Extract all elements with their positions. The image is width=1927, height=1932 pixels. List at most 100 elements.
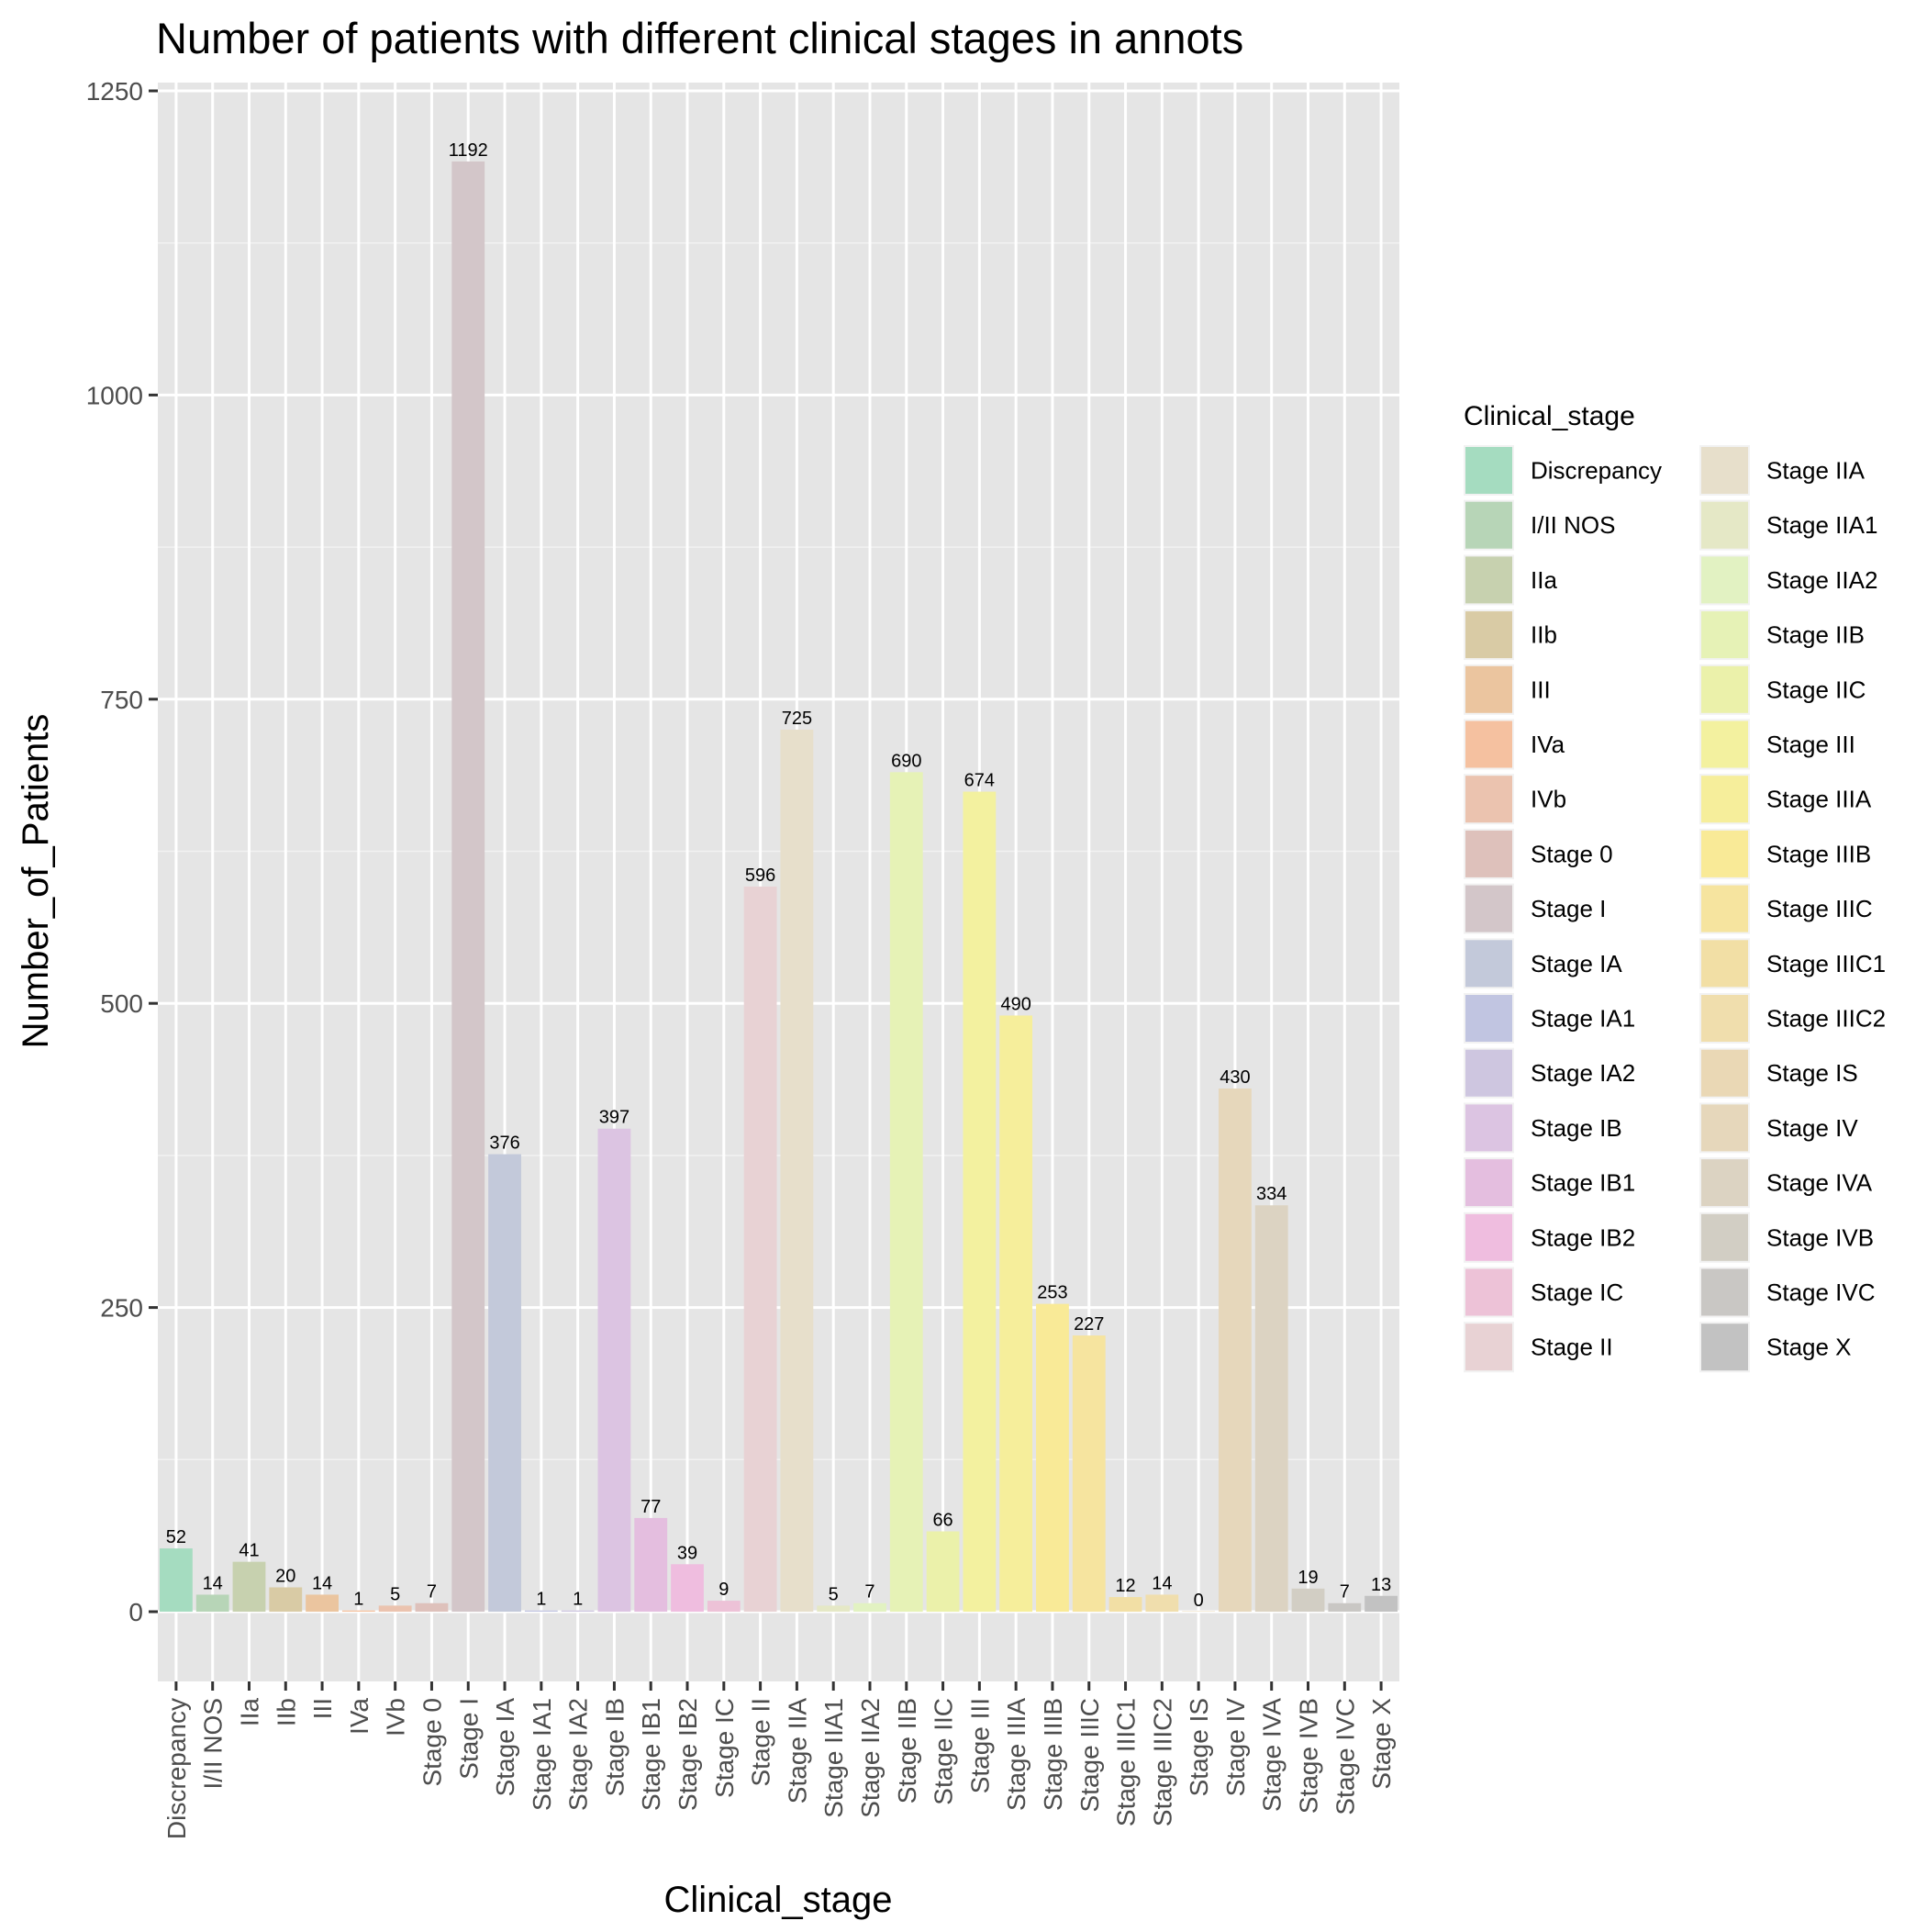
x-tick-label: Stage IIA1 [819, 1698, 848, 1818]
data-label: 334 [1256, 1184, 1287, 1204]
legend-label: Stage IIA2 [1766, 566, 1877, 594]
legend-label: IVa [1531, 731, 1565, 758]
bars [159, 161, 1398, 1613]
data-label: 41 [239, 1541, 259, 1561]
legend-swatch [1465, 665, 1512, 713]
legend-label: Stage IB2 [1531, 1223, 1635, 1251]
legend-swatch [1465, 885, 1512, 932]
y-tick-label: 750 [100, 686, 143, 714]
legend-label: Stage IA [1531, 950, 1622, 977]
legend-swatch [1701, 1323, 1748, 1371]
legend-label: Stage IIA1 [1766, 511, 1877, 539]
legend-label: Stage IB [1531, 1114, 1622, 1142]
data-label: 66 [932, 1511, 952, 1531]
x-tick-label: IVb [382, 1698, 410, 1737]
legend-swatch [1465, 447, 1512, 494]
x-tick-label: Stage IIB [893, 1698, 921, 1804]
x-tick-label: Stage IB1 [637, 1698, 665, 1811]
x-tick-label: Stage IIIC2 [1148, 1698, 1176, 1826]
bar [1219, 1088, 1252, 1612]
legend-swatch [1701, 501, 1748, 549]
data-label: 725 [782, 709, 812, 729]
x-tick-label: IIa [235, 1698, 263, 1727]
x-tick-label: Stage I [454, 1698, 483, 1780]
legend-swatch [1701, 556, 1748, 604]
x-tick-label: Stage IIIC [1075, 1698, 1104, 1813]
x-tick-label: Stage IC [710, 1698, 739, 1798]
legend-label: Stage IA2 [1531, 1059, 1635, 1087]
x-tick-label: Discrepancy [162, 1698, 191, 1839]
legend-swatch [1465, 1213, 1512, 1261]
data-label: 253 [1037, 1283, 1067, 1303]
x-tick-label: Stage IIA [783, 1698, 811, 1804]
legend-label: Stage IA1 [1531, 1005, 1635, 1033]
legend-label: Stage IIIC1 [1766, 950, 1886, 977]
x-tick-label: Stage IIA2 [856, 1698, 885, 1818]
bar [232, 1561, 266, 1612]
bar [1182, 1611, 1216, 1612]
bar [817, 1605, 851, 1612]
bar [1254, 1205, 1288, 1612]
legend-swatch [1701, 665, 1748, 713]
data-label: 12 [1115, 1576, 1135, 1596]
bar [269, 1587, 303, 1612]
x-tick-label: Stage X [1367, 1698, 1396, 1790]
legend-swatch [1701, 1049, 1748, 1097]
legend-label: Stage III [1766, 731, 1855, 758]
legend-label: IIb [1531, 621, 1557, 649]
legend-swatch [1701, 1159, 1748, 1207]
legend-swatch [1465, 1049, 1512, 1097]
x-tick-label: Stage III [965, 1698, 994, 1793]
data-label: 52 [166, 1527, 186, 1547]
x-tick-label: III [308, 1698, 337, 1719]
legend-swatch [1701, 611, 1748, 659]
x-tick-label: Stage IIC [930, 1698, 958, 1805]
legend-swatch [1701, 720, 1748, 768]
plot-panel [158, 83, 1399, 1681]
legend-label: IIa [1531, 566, 1557, 594]
bar [743, 886, 777, 1612]
legend-swatch [1701, 1213, 1748, 1261]
data-label: 1 [573, 1590, 583, 1610]
x-tick-label: Stage IS [1185, 1698, 1213, 1796]
bar [671, 1564, 704, 1612]
x-tick-label: Stage II [747, 1698, 775, 1787]
legend-swatch [1465, 720, 1512, 768]
y-tick-label: 1000 [86, 381, 143, 409]
data-label: 596 [745, 865, 775, 886]
data-label: 19 [1298, 1568, 1318, 1588]
data-labels: 52 14 41 20 14 1 5 7 1192 376 1 1 397 77 39 9 596 725 5 7 69… [166, 140, 1391, 1611]
x-tick-label: Stage IA2 [564, 1698, 593, 1811]
legend-swatch [1701, 995, 1748, 1042]
legend-swatch [1701, 830, 1748, 877]
data-label: 0 [1194, 1591, 1204, 1611]
legend: Clinical_stage Discrepancy I/II NOS IIa IIb… [1464, 401, 1886, 1373]
legend-swatch [1465, 776, 1512, 823]
legend-label: I/II NOS [1531, 511, 1615, 539]
data-label: 7 [427, 1582, 437, 1603]
bar [451, 161, 485, 1613]
y-tick-label: 1250 [86, 77, 143, 106]
legend-swatch [1465, 830, 1512, 877]
legend-swatch [1465, 1268, 1512, 1316]
data-label: 14 [1152, 1573, 1172, 1593]
legend-swatch [1465, 940, 1512, 988]
legend-swatch [1701, 1104, 1748, 1152]
x-tick-label: Stage IIIB [1039, 1698, 1067, 1811]
bar [707, 1601, 741, 1612]
bar [597, 1128, 631, 1612]
legend-swatch [1465, 995, 1512, 1042]
bar [378, 1605, 412, 1612]
bar [306, 1594, 339, 1612]
legend-items: Discrepancy I/II NOS IIa IIb III IVa IVb Stage … [1464, 445, 1886, 1373]
data-label: 1 [353, 1590, 363, 1610]
legend-swatch [1465, 611, 1512, 659]
legend-label: Stage IS [1766, 1059, 1858, 1087]
data-label: 7 [1340, 1582, 1350, 1603]
x-tick-label: Stage IA [491, 1698, 519, 1797]
legend-swatch [1701, 776, 1748, 823]
legend-swatch [1465, 1323, 1512, 1371]
data-label: 13 [1371, 1575, 1391, 1595]
